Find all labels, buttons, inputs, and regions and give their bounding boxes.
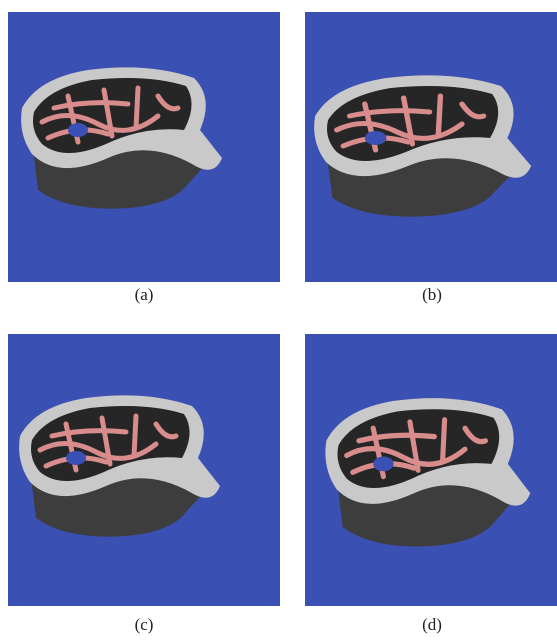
panel-label: (c) — [135, 615, 154, 634]
panel-a: (a) — [8, 12, 280, 304]
panel-label: (b) — [422, 285, 442, 304]
panel-d: (d) — [305, 334, 557, 634]
panel-c: (c) — [8, 334, 280, 634]
panel-label: (a) — [135, 285, 154, 304]
panel-label: (d) — [422, 615, 442, 634]
panel-b: (b) — [305, 12, 557, 304]
